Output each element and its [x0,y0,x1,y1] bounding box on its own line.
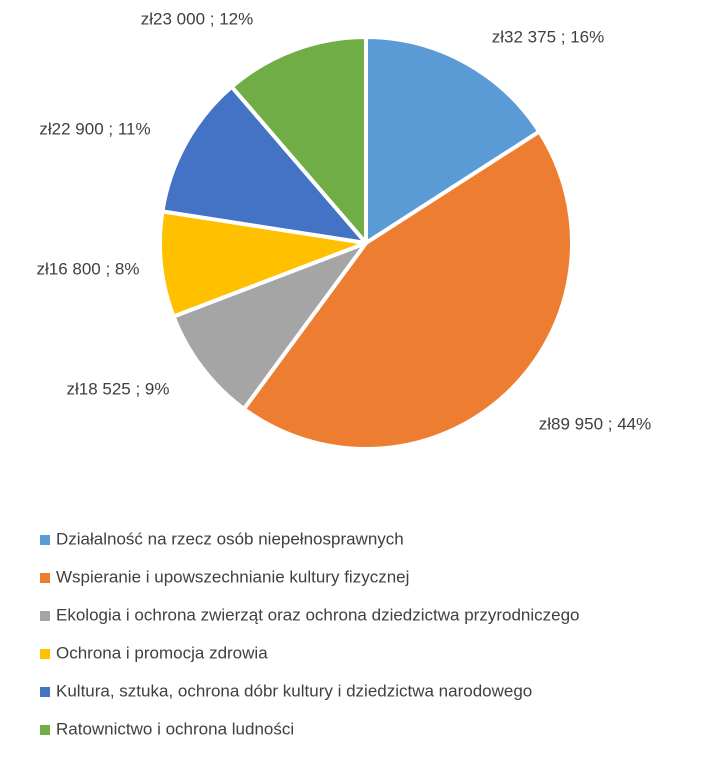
legend-label: Kultura, sztuka, ochrona dóbr kultury i … [56,681,532,700]
pie-slice [241,129,574,452]
legend-swatch [40,649,50,659]
pie-slice [364,35,542,245]
data-label: zł18 525 ; 9% [66,379,169,398]
data-label: zł22 900 ; 11% [39,119,150,138]
pie-slice [171,241,368,411]
legend-label: Ochrona i promocja zdrowia [56,643,268,662]
legend-label: Ekologia i ochrona zwierząt oraz ochrona… [56,605,580,624]
legend-label: Działalność na rzecz osób niepełnosprawn… [56,529,404,548]
data-label: zł23 000 ; 12% [141,9,253,28]
pie-slice [160,84,368,245]
legend-swatch [40,687,50,697]
legend-swatch [40,535,50,545]
legend-label: Wspieranie i upowszechnianie kultury fiz… [56,567,409,586]
data-label: zł89 950 ; 44% [539,414,651,433]
pie-slice [229,35,368,245]
data-label: zł32 375 ; 16% [492,27,604,46]
data-label: zł16 800 ; 8% [36,259,139,278]
legend-swatch [40,573,50,583]
legend-label: Ratownictwo i ochrona ludności [56,719,294,738]
legend-swatch [40,611,50,621]
legend-swatch [40,725,50,735]
pie-slice [158,209,368,319]
